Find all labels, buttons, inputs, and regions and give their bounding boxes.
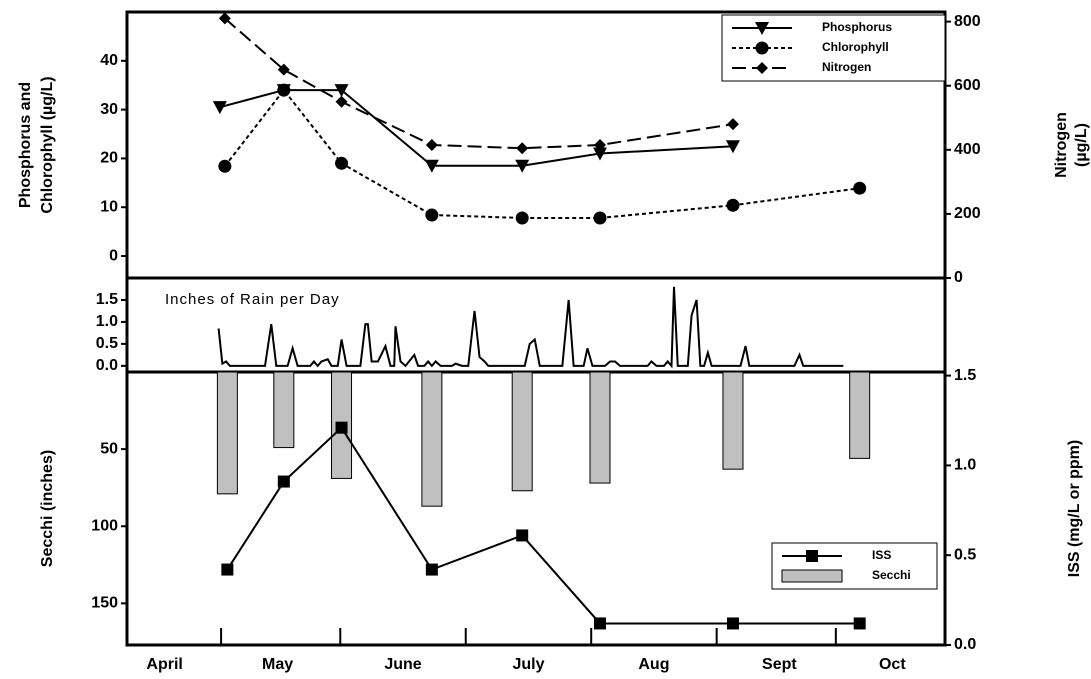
y2-tick-label: 600 [954,77,981,94]
marker [755,41,769,55]
y-tick-label: 100 [91,517,118,534]
y-tick-label: 150 [91,595,118,612]
marker [515,211,529,225]
legend-label: Secchi [872,568,911,582]
marker [425,208,439,222]
marker [424,159,439,173]
y2-tick-label: 200 [954,205,981,222]
axis-title: (µg/L) [1073,123,1090,167]
marker [853,617,866,630]
bar [589,371,611,484]
marker [425,139,438,151]
y-tick-label: 0.5 [96,335,118,352]
y2-tick-label: 400 [954,141,981,158]
marker [725,140,740,154]
marker [516,142,529,155]
bar [722,371,744,470]
y2-tick-label: 0.0 [954,636,976,653]
axis-title: Nitrogen [1053,112,1070,178]
series-line [224,17,734,150]
marker [212,101,227,115]
marker [726,617,739,630]
axis-title: Secchi (inches) [39,450,56,567]
y-tick-label: 1.5 [96,291,118,308]
marker [218,159,232,173]
axis-title: ISS (mg/L or ppm) [1066,440,1083,577]
y-tick-label: 30 [100,101,118,118]
legend-swatch [781,569,843,583]
y-tick-label: 20 [100,150,118,167]
legend-label: Nitrogen [822,60,871,74]
marker [335,421,348,434]
marker [592,147,607,161]
marker [593,139,606,151]
x-tick-label: Sept [762,656,797,673]
marker [516,529,529,542]
legend-label: Phosphorus [822,20,892,34]
series-line [219,89,734,167]
marker [335,156,349,170]
marker [515,159,530,173]
y2-tick-label: 0 [954,269,963,286]
bar [511,371,533,492]
series-line [217,286,844,369]
bar [273,371,295,449]
x-tick-label: April [146,656,182,673]
y-tick-label: 1.0 [96,313,118,330]
plot-frame [125,10,947,647]
y2-tick-label: 1.5 [954,367,976,384]
marker [277,475,290,488]
y-tick-label: 0 [109,247,118,264]
marker [334,84,349,98]
x-tick-label: Oct [879,656,906,673]
marker [593,617,606,630]
x-tick-label: Aug [638,656,669,673]
marker [853,181,867,195]
y-tick-label: 40 [100,52,118,69]
x-tick-label: May [262,656,293,673]
annotation: Inches of Rain per Day [165,291,340,308]
series-line [226,426,860,625]
marker [726,198,740,212]
y-tick-label: 50 [100,440,118,457]
axis-title: Phosphorus and [17,82,34,208]
marker [221,563,234,576]
marker [755,22,769,35]
marker [806,550,818,562]
series-line [224,88,860,219]
x-tick-label: June [384,656,421,673]
marker [756,62,768,74]
marker [277,63,290,76]
marker [335,95,348,108]
y2-tick-label: 1.0 [954,457,976,474]
y-tick-label: 0.0 [96,357,118,374]
y2-tick-label: 800 [954,13,981,30]
legend-label: Chlorophyll [822,40,889,54]
marker [425,563,438,576]
marker [726,118,739,131]
bar [849,371,871,459]
bar [421,371,443,507]
bar [216,371,238,495]
legend-label: ISS [872,548,891,562]
y2-tick-label: 0.5 [954,546,976,563]
marker [593,211,607,225]
x-tick-label: July [512,656,544,673]
marker [277,83,291,97]
axis-title: Chlorophyll (µg/L) [39,76,56,213]
y-tick-label: 10 [100,198,118,215]
marker [218,12,231,25]
